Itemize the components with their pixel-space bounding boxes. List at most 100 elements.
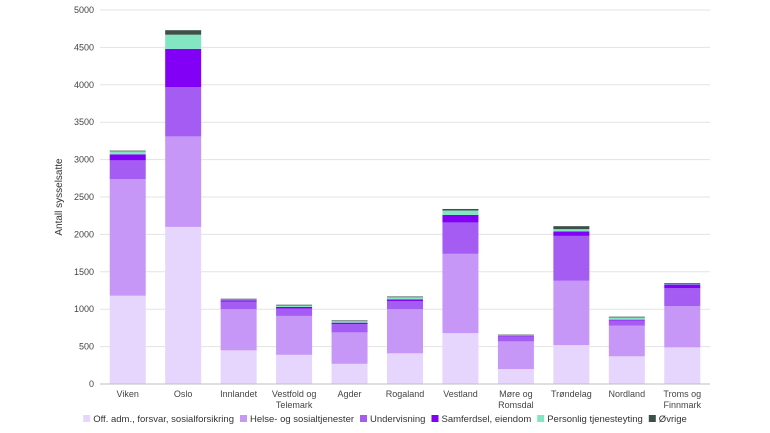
y-axis-title: Antall sysselsatte (54, 158, 65, 236)
bar-segment-troms-og-finnmark-off-adm-forsvar-sosialforsikring (664, 347, 701, 384)
bar-segment-nordland-helse-og-sosialtjenester (608, 325, 645, 357)
bar-segment-agder-vrige (331, 320, 368, 322)
x-tick-label: Vestland (443, 389, 478, 399)
bar-segment-oslo-off-adm-forsvar-sosialforsikring (165, 226, 202, 384)
bar-segment-troms-og-finnmark-helse-og-sosialtjenester (664, 306, 701, 348)
legend-item-vrige: Øvrige (648, 414, 687, 425)
x-tick-label: Agder (338, 389, 362, 399)
bar-segment-nordland-vrige (608, 316, 645, 318)
legend-label: Personlig tjenesteyting (547, 414, 643, 425)
gridlines (100, 9, 710, 348)
bar-segment-innlandet-undervisning (220, 301, 257, 310)
bar-segment-vestfold-og-telemark-helse-og-sosialtjenester (276, 315, 313, 355)
bar-segment-troms-og-finnmark-undervisning (664, 288, 701, 307)
bar-segment-m-re-og-romsdal-helse-og-sosialtjenester (497, 341, 534, 370)
legend: Off. adm., forsvar, sosialforsikring Hels… (83, 414, 687, 425)
y-tick-label: 4000 (74, 80, 94, 90)
bar-segment-tr-ndelag-off-adm-forsvar-sosialforsikring (553, 345, 590, 384)
x-tick-label: Viken (117, 389, 139, 399)
y-tick-label: 500 (79, 342, 94, 352)
x-tick-label: Innlandet (220, 389, 258, 399)
bar-segment-vestfold-og-telemark-undervisning (276, 308, 313, 316)
x-axis-ticks: Viken Oslo Innlandet Vestfold og Telemark Agd… (117, 389, 702, 410)
bar-segment-agder-off-adm-forsvar-sosialforsikring (331, 363, 368, 384)
legend-label: Samferdsel, eiendom (442, 414, 532, 425)
bar-segment-innlandet-off-adm-forsvar-sosialforsikring (220, 350, 257, 384)
x-tick-label: Nordland (609, 389, 646, 399)
bar-segment-nordland-undervisning (608, 320, 645, 326)
bar-segment-nordland-personlig-tjenesteyting (608, 317, 645, 320)
bar-segment-innlandet-helse-og-sosialtjenester (220, 309, 257, 351)
bar-segment-tr-ndelag-samferdsel-eiendom (553, 231, 590, 236)
bar-segment-oslo-samferdsel-eiendom (165, 48, 202, 88)
bar-segment-vestfold-og-telemark-off-adm-forsvar-sosialforsikring (276, 354, 313, 384)
legend-swatch (240, 415, 247, 422)
y-tick-label: 3000 (74, 155, 94, 165)
bar-segment-rogaland-samferdsel-eiendom (387, 299, 423, 301)
legend-swatch (537, 415, 545, 422)
bar-segment-vestland-samferdsel-eiendom (442, 214, 479, 223)
bar-segment-agder-personlig-tjenesteyting (331, 321, 368, 323)
bar-segment-viken-personlig-tjenesteyting (109, 151, 146, 155)
bar-segment-vestland-helse-og-sosialtjenester (442, 253, 479, 334)
y-tick-label: 3500 (74, 117, 94, 127)
bar-segment-m-re-og-romsdal-samferdsel-eiendom (497, 336, 534, 337)
x-tick-label: Trøndelag (551, 389, 592, 399)
legend-label: Off. adm., forsvar, sosialforsikring (93, 414, 234, 425)
legend-label: Øvrige (659, 414, 687, 425)
bar-segment-tr-ndelag-helse-og-sosialtjenester (553, 280, 590, 346)
bar-segment-tr-ndelag-personlig-tjenesteyting (553, 229, 590, 232)
bar-segment-m-re-og-romsdal-personlig-tjenesteyting (497, 335, 534, 337)
bar-segment-vestfold-og-telemark-samferdsel-eiendom (276, 306, 313, 309)
bar-segment-agder-undervisning (331, 324, 368, 333)
x-tick-label: Rogaland (386, 389, 425, 399)
bar-segment-m-re-og-romsdal-vrige (497, 334, 534, 336)
bars (109, 30, 701, 384)
y-tick-label: 1500 (74, 267, 94, 277)
legend-item-undervisning: Undervisning (360, 414, 425, 425)
bar-segment-oslo-vrige (165, 30, 202, 35)
bar-segment-rogaland-vrige (387, 296, 423, 298)
bar-segment-agder-helse-og-sosialtjenester (331, 332, 368, 364)
bar-segment-viken-helse-og-sosialtjenester (109, 179, 146, 296)
bar-segment-innlandet-vrige (220, 298, 257, 300)
legend-swatch (648, 415, 656, 422)
y-tick-label: 5000 (74, 5, 94, 15)
bar-segment-viken-samferdsel-eiendom (109, 154, 146, 161)
x-tick-label: Møre og Romsdal (498, 389, 534, 410)
y-tick-label: 2500 (74, 192, 94, 202)
bar-segment-innlandet-personlig-tjenesteyting (220, 299, 257, 301)
bar-segment-rogaland-personlig-tjenesteyting (387, 297, 423, 300)
bar-segment-innlandet-samferdsel-eiendom (220, 300, 257, 302)
bar-segment-vestfold-og-telemark-vrige (276, 304, 313, 306)
bar-segment-oslo-helse-og-sosialtjenester (165, 136, 202, 227)
bar-segment-viken-off-adm-forsvar-sosialforsikring (109, 295, 146, 384)
x-tick-label: Troms og Finnmark (663, 389, 701, 410)
bar-segment-vestland-vrige (442, 208, 479, 211)
bar-segment-rogaland-off-adm-forsvar-sosialforsikring (387, 353, 423, 384)
bar-segment-tr-ndelag-undervisning (553, 235, 590, 281)
y-axis-ticks: 0 500 1000 1500 2000 2500 3000 3500 4000 4500 5000 (74, 5, 94, 389)
legend-item-samferdsel-eiendom: Samferdsel, eiendom (431, 414, 532, 425)
bar-segment-oslo-undervisning (165, 87, 202, 137)
bar-segment-troms-og-finnmark-vrige (664, 283, 701, 284)
legend-label: Undervisning (370, 414, 425, 425)
bar-segment-viken-undervisning (109, 160, 146, 180)
y-tick-label: 4500 (74, 42, 94, 52)
y-tick-label: 0 (89, 379, 94, 389)
bar-segment-vestland-personlig-tjenesteyting (442, 210, 479, 215)
bar-segment-rogaland-undervisning (387, 300, 423, 310)
bar-segment-vestfold-og-telemark-personlig-tjenesteyting (276, 305, 313, 307)
bar-segment-nordland-samferdsel-eiendom (608, 319, 645, 321)
bar-segment-vestland-undervisning (442, 222, 479, 254)
legend-swatch (431, 415, 439, 422)
bar-segment-viken-vrige (109, 150, 146, 152)
legend-swatch (83, 415, 91, 422)
bar-segment-m-re-og-romsdal-undervisning (497, 336, 534, 342)
bar-segment-rogaland-helse-og-sosialtjenester (387, 309, 423, 354)
legend-item-personlig-tjenesteyting: Personlig tjenesteyting (537, 414, 643, 425)
bar-segment-agder-samferdsel-eiendom (331, 322, 368, 325)
legend-item-helse-og-sosialtjenester: Helse- og sosialtjenester (240, 414, 354, 425)
bar-segment-troms-og-finnmark-samferdsel-eiendom (664, 284, 701, 289)
